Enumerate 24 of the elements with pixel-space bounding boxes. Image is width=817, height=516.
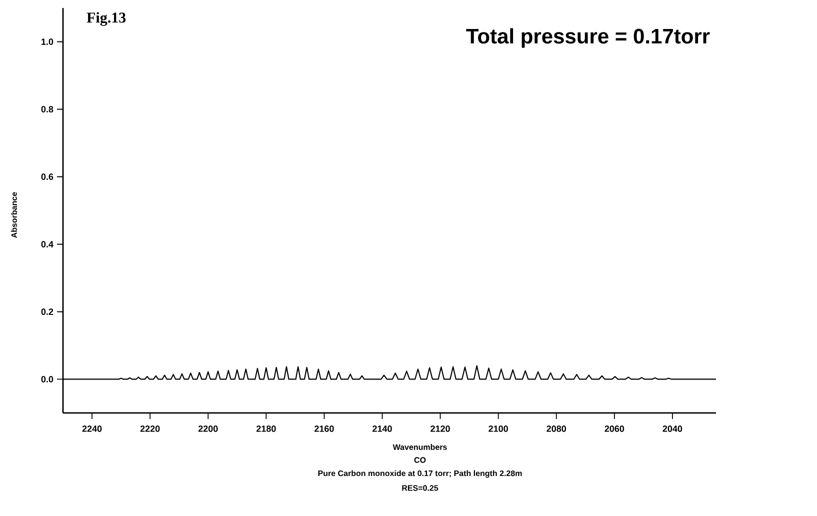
y-tick-label: 0.0 bbox=[41, 376, 54, 382]
text: Total pressure = 0.17torr bbox=[466, 28, 710, 48]
y-tick-label: 0.4 bbox=[41, 241, 54, 248]
y-axis-title: Absorbance bbox=[11, 192, 17, 238]
x-tick-label: 2100 bbox=[488, 426, 508, 432]
y-tick-label: 0.8 bbox=[41, 106, 54, 112]
x-tick-label: 2120 bbox=[430, 426, 450, 432]
chart-title: Fig.13 bbox=[86, 12, 126, 26]
x-tick-label: 2220 bbox=[140, 426, 160, 432]
x-tick-label: 2240 bbox=[82, 426, 102, 432]
x-tick-label: 2080 bbox=[546, 426, 566, 432]
x-tick-label: 2140 bbox=[372, 426, 392, 432]
x-tick-label: 2160 bbox=[314, 426, 334, 432]
x-tick-label: 2040 bbox=[662, 426, 682, 432]
text: Pure Carbon monoxide at 0.17 torr; Path length 2.28m bbox=[318, 470, 522, 478]
y-tick-label: 1.0 bbox=[42, 38, 54, 45]
text: RES=0.25 bbox=[402, 485, 438, 491]
x-tick-label: 2060 bbox=[604, 426, 624, 432]
x-axis-title: Wavenumbers bbox=[392, 444, 447, 450]
y-tick-label: 0.2 bbox=[41, 308, 54, 315]
text: CO bbox=[414, 457, 426, 463]
x-tick-label: 2200 bbox=[198, 426, 218, 432]
x-tick-label: 2180 bbox=[256, 426, 276, 432]
y-tick-label: 0.6 bbox=[41, 174, 54, 180]
